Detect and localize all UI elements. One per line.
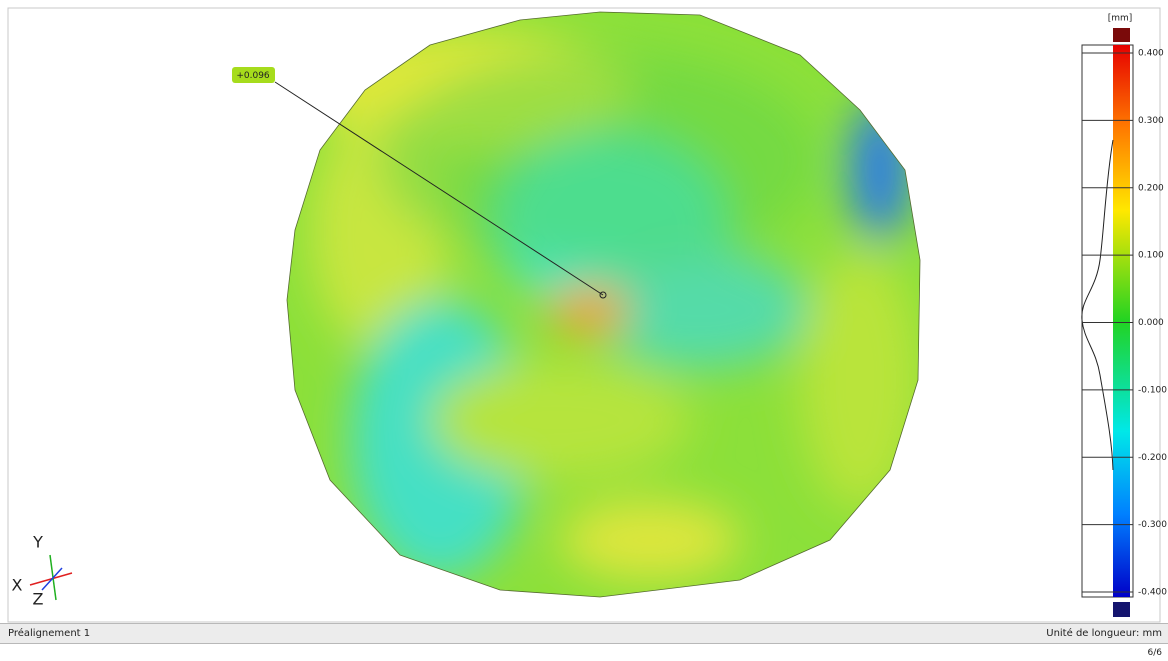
scale-tick-label: -0.100 xyxy=(1138,385,1167,395)
callout-box[interactable] xyxy=(232,67,275,83)
scale-over xyxy=(1113,28,1130,42)
scale-tick-label: 0.200 xyxy=(1138,183,1164,193)
scale-tick-label: -0.400 xyxy=(1138,588,1167,598)
scale-tick-label: -0.300 xyxy=(1138,520,1167,530)
histogram-curve xyxy=(1081,139,1114,471)
axis-x-label: X xyxy=(12,576,23,595)
scale-tick-label: 0.400 xyxy=(1138,49,1164,59)
scale-tick-label: 0.100 xyxy=(1138,251,1164,261)
scale-bar xyxy=(1113,45,1130,597)
axis-z-line xyxy=(41,567,63,591)
scale-tick-label: 0.300 xyxy=(1138,116,1164,126)
callout-label[interactable]: +0.096 xyxy=(236,71,270,81)
scale-under xyxy=(1113,602,1130,617)
axis-z-label: Z xyxy=(33,590,44,609)
status-left: Préalignement 1 xyxy=(8,628,91,639)
axis-y-label: Y xyxy=(32,533,43,552)
scale-unit: [mm] xyxy=(1108,14,1133,24)
status-bar: Préalignement 1 Unité de longueur: mm xyxy=(0,623,1168,644)
page-indicator: 6/6 xyxy=(1147,648,1162,658)
callout-leader xyxy=(274,81,604,296)
part-outline xyxy=(286,11,921,598)
scale-ticks: 0.400 0.300 0.200 0.100 0.000 -0.100 -0.200 -0.… xyxy=(1082,49,1167,598)
viewport: +0.096 [mm] 0.400 0.300 0.200 0.100 0.000 -0.… xyxy=(7,7,1167,623)
deviation-map xyxy=(287,12,920,597)
callout-point xyxy=(599,291,607,299)
scale-tick-label: -0.200 xyxy=(1138,453,1167,463)
status-right: Unité de longueur: mm xyxy=(1046,628,1162,639)
scale-tick-label: 0.000 xyxy=(1138,318,1164,328)
